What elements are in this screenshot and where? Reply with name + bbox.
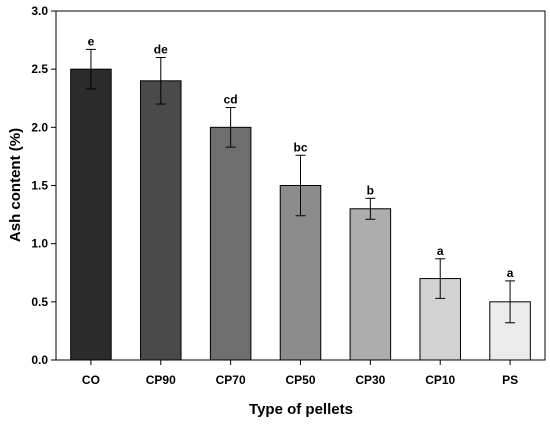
significance-label: a (437, 244, 444, 258)
bar (70, 68, 112, 361)
significance-label: bc (293, 140, 307, 154)
significance-label: e (88, 34, 95, 48)
x-axis-title: Type of pellets (249, 401, 353, 418)
x-tick-label: CP50 (285, 373, 315, 387)
y-tick-label: 1.5 (31, 179, 48, 193)
y-tick-label: 1.0 (31, 237, 48, 251)
y-tick-label: 0.0 (31, 353, 48, 367)
significance-label: de (154, 43, 168, 57)
x-tick-label: PS (502, 373, 518, 387)
bar (140, 80, 182, 361)
x-tick-label: CP90 (146, 373, 176, 387)
significance-label: b (367, 183, 374, 197)
x-tick-label: CP70 (216, 373, 246, 387)
significance-label: cd (224, 93, 238, 107)
bar (209, 126, 252, 361)
y-tick-label: 2.5 (31, 62, 48, 76)
x-tick-label: CP10 (425, 373, 455, 387)
y-tick-label: 3.0 (31, 4, 48, 18)
x-tick-label: CO (82, 373, 100, 387)
bar (349, 208, 392, 361)
x-tick-label: CP30 (355, 373, 385, 387)
y-tick-label: 0.5 (31, 295, 48, 309)
y-tick-label: 2.0 (31, 120, 48, 134)
significance-label: a (507, 266, 514, 280)
y-axis-title: Ash content (%) (7, 128, 24, 242)
plot-area: 0.0 0.5 1.0 1.5 2.0 2.5 3.0 e CO de CP90 cd CP70 bc CP… (31, 4, 546, 387)
